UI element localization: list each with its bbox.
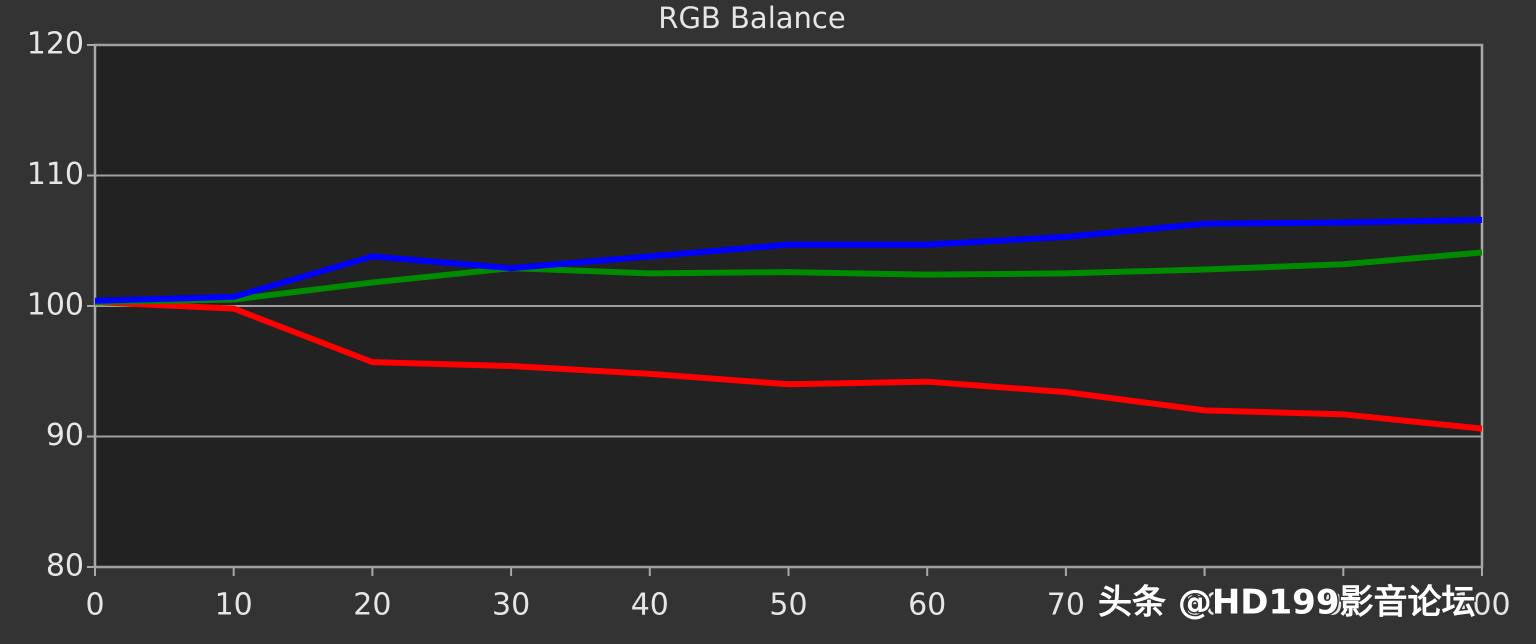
- x-tick-label: 40: [631, 588, 669, 623]
- x-tick-label: 80: [1186, 588, 1224, 623]
- y-tick-label: 120: [27, 27, 84, 62]
- series-line: [94, 299, 1483, 432]
- lines: [94, 216, 1483, 432]
- series-line: [94, 249, 1483, 306]
- x-tick-label: 100: [1453, 588, 1510, 623]
- ticks: 80 90 100 110 120 0 10 20 30 40 50 60 70 80 90 100: [27, 27, 1511, 623]
- x-tick-label: 50: [769, 588, 807, 623]
- watermark: 头条 @HD199影音论坛: [1098, 583, 1476, 623]
- y-tick-label: 110: [27, 157, 84, 192]
- y-tick-label: 80: [46, 549, 84, 584]
- x-tick-label: 70: [1047, 588, 1085, 623]
- grid: [95, 44, 1482, 568]
- x-tick-label: 30: [492, 588, 530, 623]
- x-tick-label: 20: [353, 588, 391, 623]
- chart-title: RGB Balance: [658, 1, 845, 35]
- y-tick-label: 90: [46, 418, 84, 453]
- x-tick-label: 0: [85, 588, 104, 623]
- x-tick-label: 90: [1324, 588, 1362, 623]
- x-tick-label: 60: [908, 588, 946, 623]
- series-line: [94, 216, 1483, 304]
- x-tick-label: 10: [215, 588, 253, 623]
- y-tick-label: 100: [27, 288, 84, 323]
